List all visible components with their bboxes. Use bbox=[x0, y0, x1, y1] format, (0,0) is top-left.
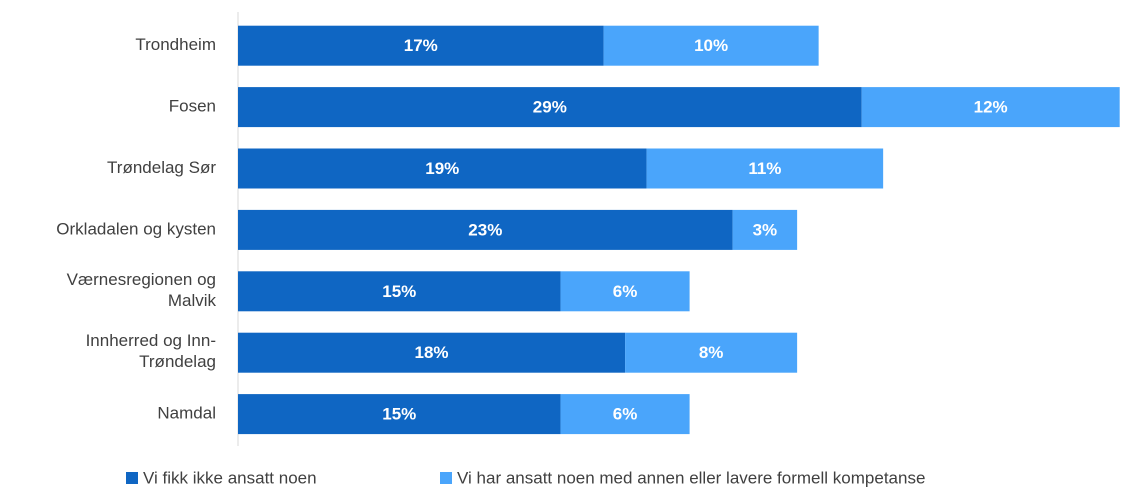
legend-label: Vi fikk ikke ansatt noen bbox=[143, 468, 317, 487]
bar-segment bbox=[238, 271, 561, 312]
y-tick-label: Trøndelag Sør bbox=[107, 158, 216, 177]
data-label: 11% bbox=[748, 159, 781, 178]
legend-swatch bbox=[440, 472, 452, 484]
data-label: 6% bbox=[613, 405, 638, 424]
data-label: 3% bbox=[753, 220, 778, 239]
y-tick-label: Orkladalen og kysten bbox=[56, 219, 216, 238]
legend-swatch bbox=[126, 472, 138, 484]
legend-label: Vi har ansatt noen med annen eller laver… bbox=[457, 468, 925, 487]
y-tick-label: Innherred og Inn-Trøndelag bbox=[86, 332, 216, 372]
data-label: 23% bbox=[468, 220, 502, 239]
bar-segment bbox=[238, 209, 733, 250]
bar-segment bbox=[732, 209, 798, 250]
bar-segment bbox=[238, 148, 647, 189]
data-label: 10% bbox=[694, 36, 728, 55]
bar-segment bbox=[560, 271, 690, 312]
data-label: 17% bbox=[404, 36, 438, 55]
data-label: 18% bbox=[415, 343, 449, 362]
y-tick-label: Trondheim bbox=[135, 35, 216, 54]
bar-segment bbox=[238, 25, 604, 66]
data-label: 6% bbox=[613, 282, 638, 301]
data-label: 8% bbox=[699, 343, 724, 362]
data-label: 29% bbox=[533, 98, 567, 117]
bar-segment bbox=[625, 332, 798, 373]
bar-segment bbox=[861, 87, 1120, 128]
bar-segment bbox=[603, 25, 819, 66]
bar-segment bbox=[238, 394, 561, 435]
y-tick-label: Namdal bbox=[157, 404, 216, 423]
data-label: 15% bbox=[382, 405, 416, 424]
data-label: 15% bbox=[382, 282, 416, 301]
bar-segment bbox=[238, 87, 862, 128]
bar-segment bbox=[238, 332, 626, 373]
bar-segment bbox=[646, 148, 884, 189]
bar-segment bbox=[560, 394, 690, 435]
y-tick-label: Fosen bbox=[169, 97, 216, 116]
data-label: 12% bbox=[974, 98, 1008, 117]
data-label: 19% bbox=[425, 159, 459, 178]
y-tick-label: Værnesregionen og Malvik bbox=[67, 270, 217, 310]
